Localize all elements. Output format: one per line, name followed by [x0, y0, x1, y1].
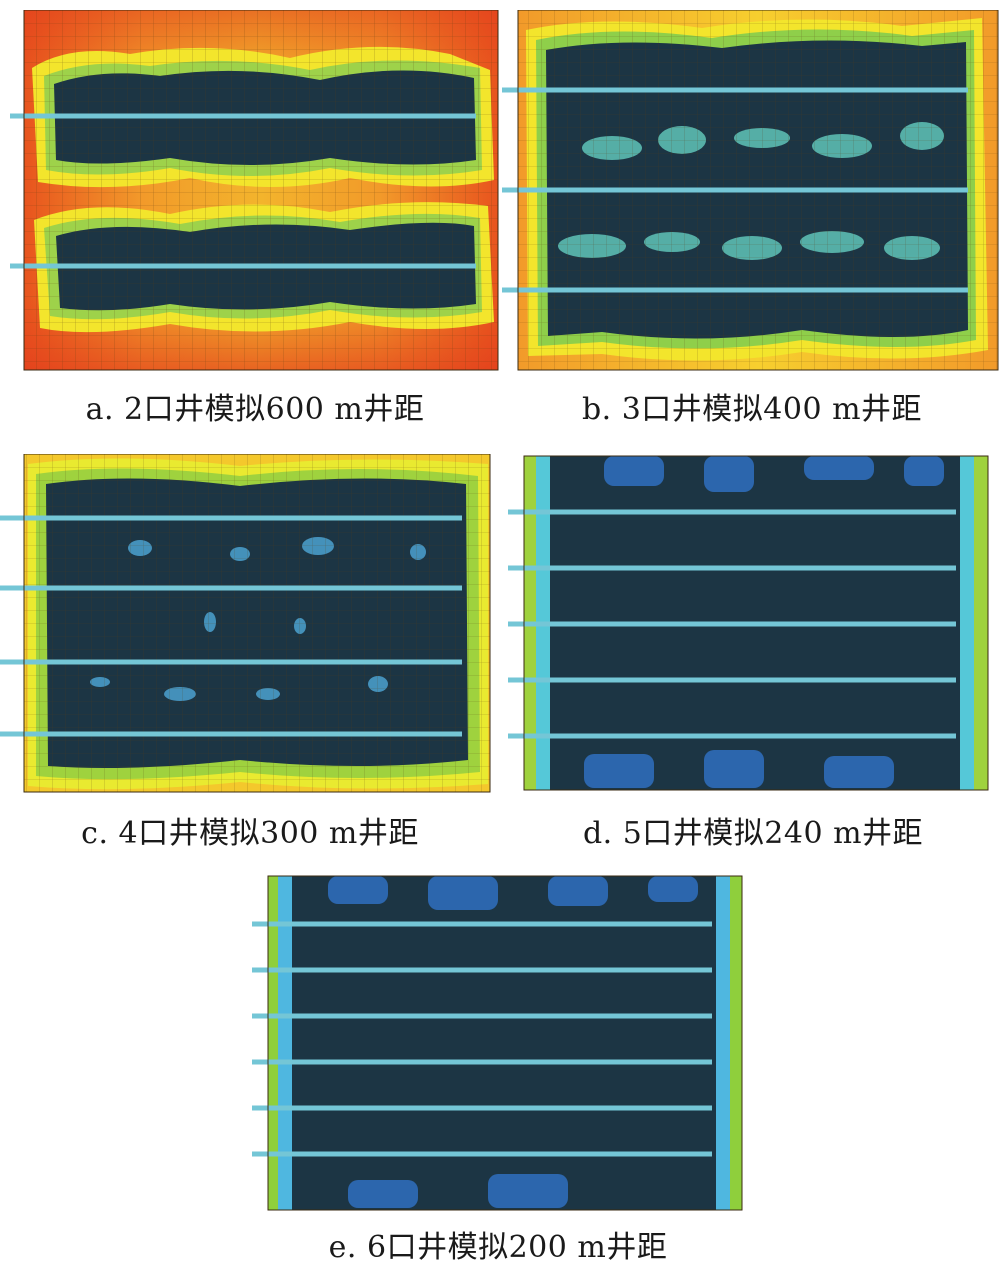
caption-d: d. 5口井模拟240 m井距 [582, 816, 924, 851]
panel-e-map [252, 875, 743, 1211]
panel-a [10, 10, 500, 372]
panel-d-specks [584, 456, 944, 788]
caption-a: a. 2口井模拟600 m井距 [85, 392, 425, 427]
panel-c-map [0, 454, 491, 793]
panel-b-map [502, 10, 999, 371]
panel-d-right-edge [972, 456, 988, 790]
panel-c [0, 454, 500, 794]
caption-c: c. 4口井模拟300 m井距 [81, 816, 419, 851]
panel-d-map [508, 455, 989, 791]
panel-e-right-edge [728, 876, 742, 1210]
panel-e-specks [328, 876, 698, 1208]
panel-e [248, 874, 748, 1214]
caption-e: e. 6口井模拟200 m井距 [328, 1230, 668, 1265]
panel-a-map [10, 10, 499, 371]
caption-b: b. 3口井模拟400 m井距 [581, 392, 923, 427]
panel-d [504, 454, 1002, 794]
panel-b [502, 10, 1002, 372]
